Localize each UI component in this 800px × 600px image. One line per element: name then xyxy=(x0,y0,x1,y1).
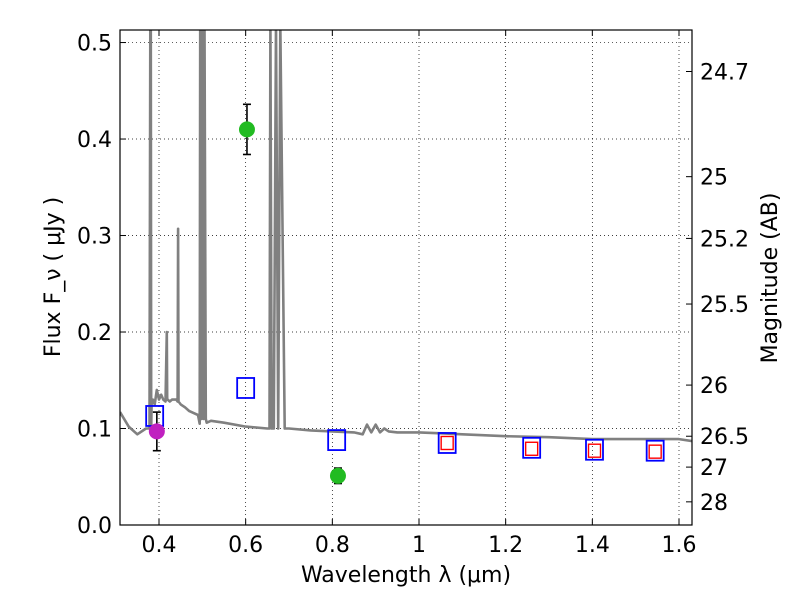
magnitude-tick-label: 25.5 xyxy=(700,293,749,318)
y-tick-label: 0.3 xyxy=(77,225,112,250)
marker-layer xyxy=(145,103,665,485)
model-spectrum-line xyxy=(120,30,692,443)
observed-photometry-square xyxy=(440,435,454,451)
model-photometry-square xyxy=(645,439,665,462)
magnitude-tick-label: 27 xyxy=(700,456,728,481)
magnitude-axis-label: Magnitude (AB) xyxy=(758,193,783,364)
x-tick-label: 1.6 xyxy=(662,533,697,558)
model-photometry-square xyxy=(327,429,347,451)
x-tick-label: 0.8 xyxy=(315,533,350,558)
plot-area xyxy=(120,30,692,525)
detection-point xyxy=(148,423,165,440)
x-tick-label: 1.4 xyxy=(575,533,610,558)
y-tick-label: 0.2 xyxy=(77,321,112,346)
data-layer xyxy=(120,30,692,443)
model-photometry-square xyxy=(437,432,457,454)
magnitude-tick-label: 26.5 xyxy=(700,425,749,450)
model-photometry-square xyxy=(522,436,542,459)
x-tick-label: 1.2 xyxy=(488,533,523,558)
x-tick-label: 0.6 xyxy=(228,533,263,558)
y-tick-label: 0.5 xyxy=(77,32,112,57)
y-tick-label: 0.0 xyxy=(77,514,112,539)
plot-frame xyxy=(119,29,693,526)
magnitude-tick-label: 25 xyxy=(700,166,728,191)
observed-photometry-square xyxy=(524,441,539,456)
observed-photometry-square xyxy=(648,444,662,459)
y-tick-label: 0.1 xyxy=(77,418,112,443)
x-tick-label: 1 xyxy=(412,533,426,558)
magnitude-tick-label: 28 xyxy=(700,491,728,516)
observed-photometry-square xyxy=(587,443,602,458)
y-axis-label: Flux F_ν ( μJy ) xyxy=(41,197,66,357)
detection-point xyxy=(329,467,346,484)
x-tick-label: 0.4 xyxy=(142,533,177,558)
detection-point xyxy=(238,121,255,138)
magnitude-tick-label: 26 xyxy=(700,374,728,399)
model-photometry-square xyxy=(585,438,604,461)
magnitude-tick-label: 24.7 xyxy=(700,60,749,85)
model-photometry-square xyxy=(236,377,256,399)
y-tick-label: 0.4 xyxy=(77,128,112,153)
x-axis-label: Wavelength λ (μm) xyxy=(301,563,511,588)
tick-layer: 0.4 0.6 0.8 1 1.2 1.4 1.6 0.0 0.1 0.2 0.3 0.4 0.5 24.… xyxy=(77,30,749,558)
magnitude-tick-label: 25.2 xyxy=(700,227,749,252)
